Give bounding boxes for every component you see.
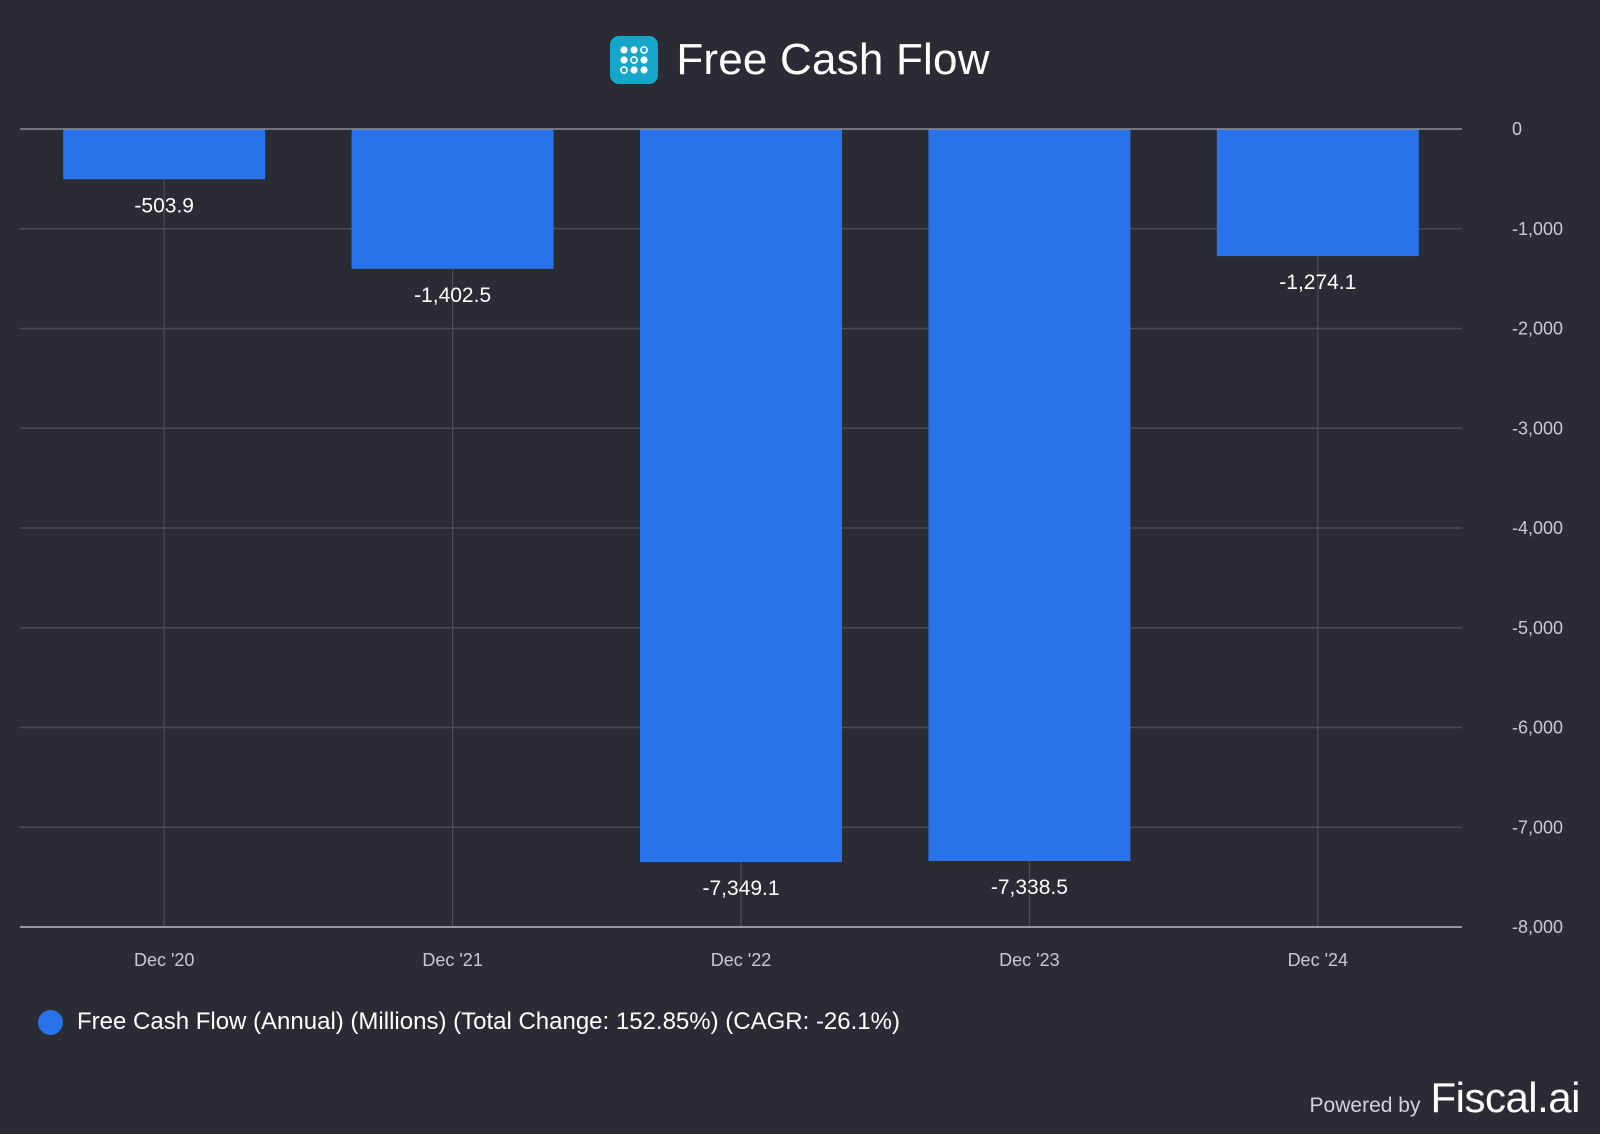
y-tick-label: -6,000 (1512, 718, 1563, 738)
data-label: -1,274.1 (1279, 271, 1356, 294)
bar (1216, 129, 1419, 257)
bar (640, 129, 842, 863)
chart-legend[interactable]: Free Cash Flow (Annual) (Millions) (Tota… (38, 1008, 900, 1036)
y-tick-label: -7,000 (1512, 817, 1563, 837)
y-tick-label: -2,000 (1512, 319, 1563, 339)
x-tick-label: Dec '24 (1288, 950, 1348, 970)
powered-by-label: Powered by (1309, 1094, 1421, 1117)
y-tick-label: -1,000 (1512, 219, 1563, 239)
legend-label: Free Cash Flow (Annual) (Millions) (Tota… (77, 1008, 900, 1035)
bar (928, 129, 1131, 862)
y-tick-label: -3,000 (1512, 418, 1563, 438)
bar (351, 129, 554, 269)
y-tick-label: -4,000 (1512, 518, 1563, 538)
legend-marker (38, 1009, 63, 1035)
chart-header: Free Cash Flow (0, 30, 1600, 90)
bar (63, 129, 266, 180)
x-tick-label: Dec '20 (134, 950, 194, 970)
data-label: -7,349.1 (702, 877, 779, 900)
data-label: -503.9 (134, 194, 194, 217)
data-label: -7,338.5 (991, 876, 1068, 899)
fiscal-logo-icon (610, 36, 659, 84)
chart-title: Free Cash Flow (676, 35, 990, 84)
data-label: -1,402.5 (414, 284, 491, 307)
y-tick-label: -5,000 (1512, 618, 1563, 638)
x-tick-label: Dec '22 (711, 950, 771, 970)
y-tick-label: 0 (1512, 119, 1522, 139)
x-tick-label: Dec '23 (999, 950, 1059, 970)
y-tick-label: -8,000 (1512, 917, 1563, 937)
brand-logo: Fiscal.ai (1430, 1074, 1580, 1121)
grid-dots-icon (620, 46, 649, 74)
powered-by[interactable]: Powered by Fiscal.ai (1309, 1074, 1581, 1122)
x-tick-label: Dec '21 (422, 950, 482, 970)
